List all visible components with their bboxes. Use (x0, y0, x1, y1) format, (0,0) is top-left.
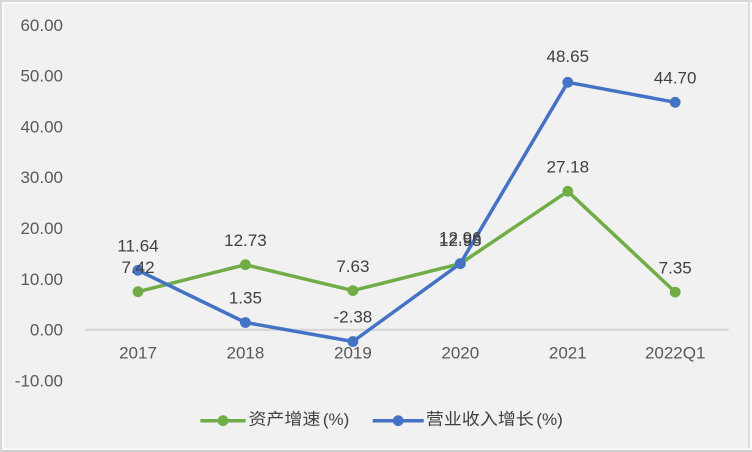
svg-text:2019: 2019 (334, 344, 372, 363)
svg-text:-10.00: -10.00 (15, 371, 63, 390)
svg-text:-2.38: -2.38 (334, 308, 373, 327)
svg-text:20.00: 20.00 (20, 219, 63, 238)
svg-text:48.65: 48.65 (547, 47, 590, 66)
svg-text:12.96: 12.96 (439, 229, 482, 248)
svg-text:12.73: 12.73 (224, 231, 267, 250)
svg-text:27.18: 27.18 (547, 158, 590, 177)
svg-text:7.63: 7.63 (336, 257, 369, 276)
svg-text:7.42: 7.42 (121, 258, 154, 277)
svg-text:2018: 2018 (226, 344, 264, 363)
svg-text:60.00: 60.00 (20, 16, 63, 35)
svg-text:7.35: 7.35 (659, 258, 692, 277)
svg-text:2021: 2021 (549, 344, 587, 363)
svg-text:0.00: 0.00 (30, 321, 63, 340)
svg-text:(%): (%) (536, 410, 562, 429)
svg-text:1.35: 1.35 (229, 289, 262, 308)
svg-text:(%): (%) (323, 410, 349, 429)
svg-text:10.00: 10.00 (20, 270, 63, 289)
svg-text:2020: 2020 (441, 344, 479, 363)
svg-text:40.00: 40.00 (20, 117, 63, 136)
svg-text:44.70: 44.70 (654, 69, 697, 88)
svg-text:50.00: 50.00 (20, 67, 63, 86)
svg-text:2022Q1: 2022Q1 (645, 344, 706, 363)
svg-text:11.64: 11.64 (117, 237, 158, 256)
svg-text:30.00: 30.00 (20, 168, 63, 187)
svg-text:2017: 2017 (119, 344, 157, 363)
svg-text:12.93: 12.93 (439, 231, 482, 250)
